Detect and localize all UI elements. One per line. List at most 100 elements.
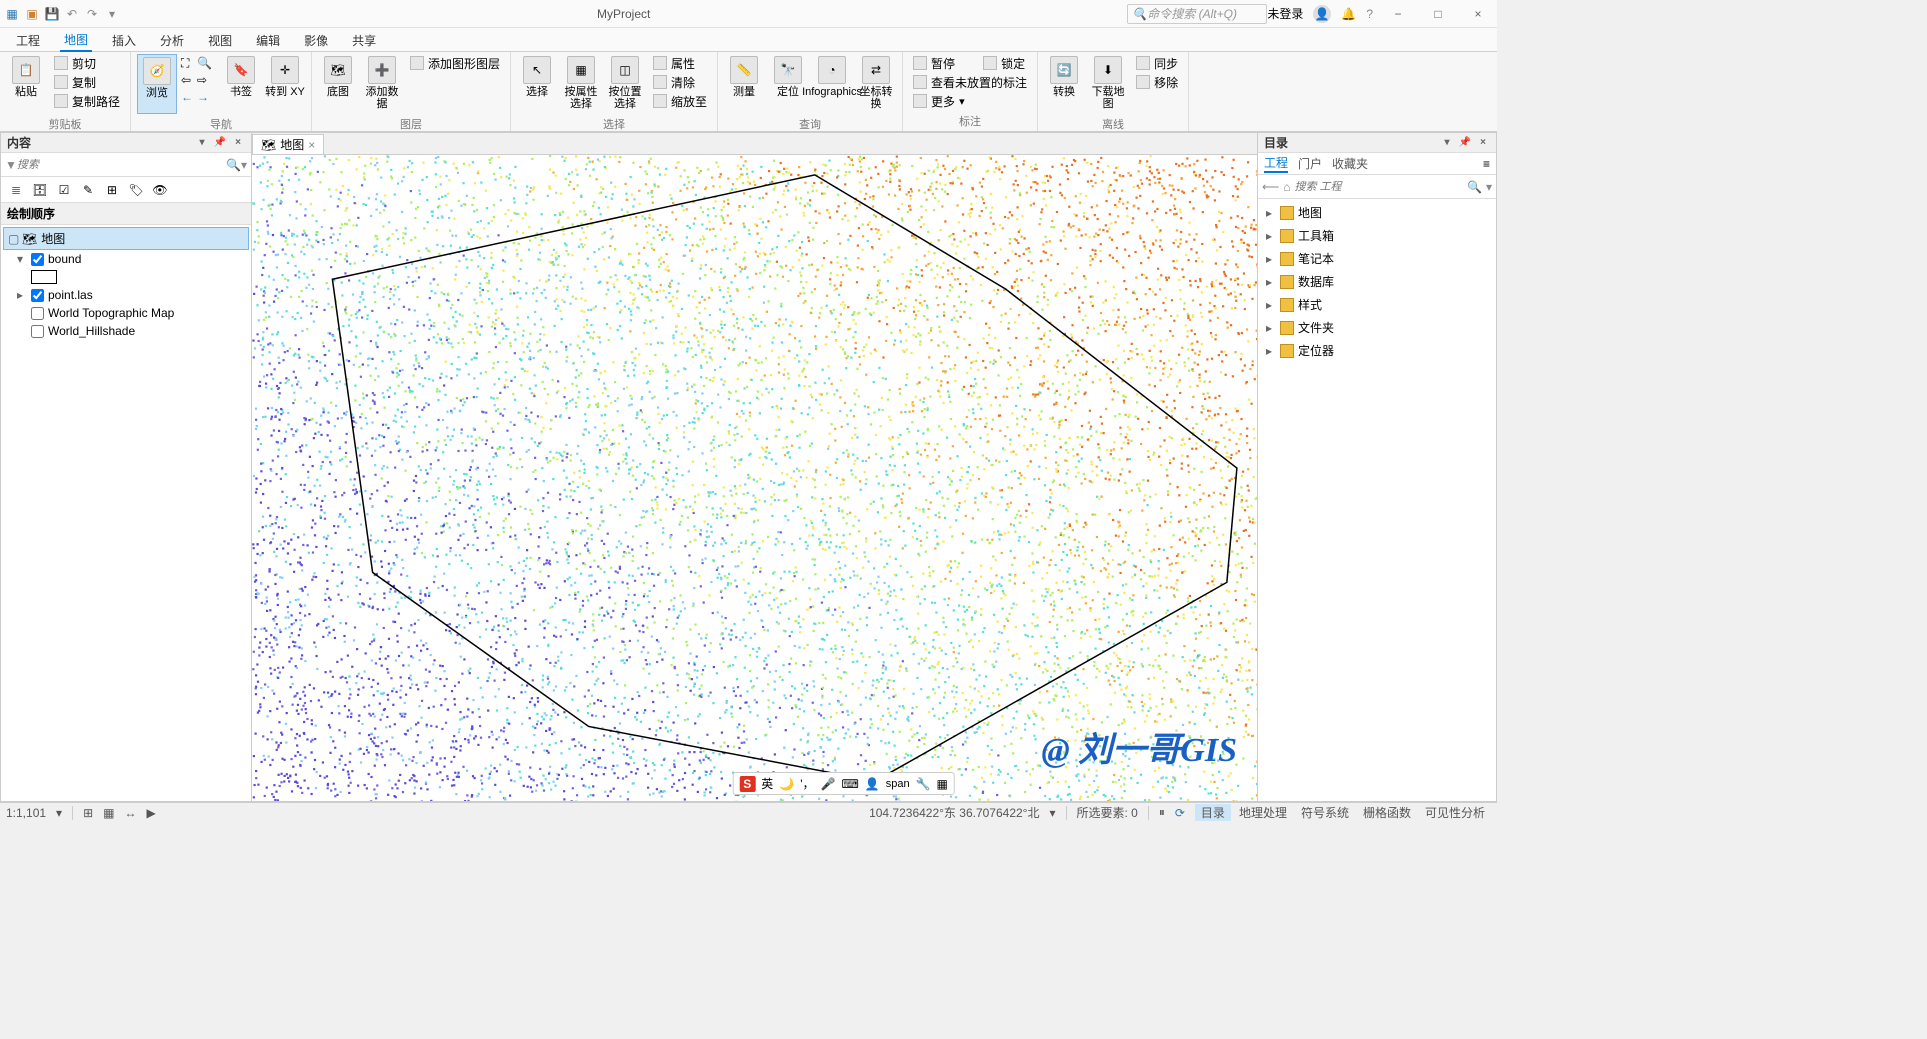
close-tab-icon[interactable]: × (308, 138, 315, 152)
status-tab-3[interactable]: 栅格函数 (1357, 804, 1417, 821)
grid-icon[interactable]: ▦ (103, 806, 114, 820)
status-tab-2[interactable]: 符号系统 (1295, 804, 1355, 821)
copy-path-button[interactable]: 复制路径 (50, 92, 124, 110)
nav-back-icon[interactable]: ⟵ (1262, 180, 1279, 194)
ribbon-tab-3[interactable]: 分析 (156, 28, 188, 52)
catalog-search[interactable]: ⟵ ⌂ 🔍 ▾ (1258, 175, 1496, 199)
measure-button[interactable]: 📏测量 (724, 54, 764, 114)
ribbon-tab-5[interactable]: 编辑 (252, 28, 284, 52)
list-by-labeling-icon[interactable]: 🏷 (127, 181, 145, 199)
attributes-button[interactable]: 属性 (649, 54, 711, 72)
ime-moon-icon[interactable]: 🌙 (779, 777, 794, 791)
zoom-to-button[interactable]: 缩放至 (649, 92, 711, 110)
catalog-tab-0[interactable]: 工程 (1264, 154, 1288, 173)
ime-user-icon[interactable]: 👤 (865, 777, 880, 791)
minimize-button[interactable]: − (1383, 4, 1413, 24)
catalog-item[interactable]: ▸地图 (1260, 201, 1494, 224)
catalog-item[interactable]: ▸文件夹 (1260, 316, 1494, 339)
catalog-tab-2[interactable]: 收藏夹 (1332, 155, 1368, 172)
next-extent-icon[interactable]: ⇨ (197, 73, 211, 87)
pane-pin-icon[interactable]: 📌 (213, 136, 227, 150)
basemap-button[interactable]: 🗺底图 (318, 54, 358, 114)
ime-bar[interactable]: S 英 🌙 '， 🎤 ⌨ 👤 span 🔧 ▦ (732, 772, 955, 795)
catalog-tab-1[interactable]: 门户 (1298, 155, 1322, 172)
cut-button[interactable]: 剪切 (50, 54, 124, 72)
undo-icon[interactable]: ↶ (64, 6, 80, 22)
search-icon[interactable]: 🔍 (1467, 180, 1482, 194)
redo-icon[interactable]: ↷ (84, 6, 100, 22)
catalog-item[interactable]: ▸数据库 (1260, 270, 1494, 293)
catalog-item[interactable]: ▸工具箱 (1260, 224, 1494, 247)
expand-icon[interactable]: ▸ (1266, 321, 1276, 335)
scale-label[interactable]: 1:1,101 (6, 806, 46, 820)
status-tab-0[interactable]: 目录 (1195, 804, 1231, 821)
catalog-close-icon[interactable]: × (1476, 136, 1490, 150)
scale-dropdown-icon[interactable]: ▾ (56, 806, 62, 820)
nav-back-icon[interactable]: ← (181, 90, 195, 104)
list-by-selection-icon[interactable]: ☑ (55, 181, 73, 199)
goto-xy-button[interactable]: ✛转到 XY (265, 54, 305, 114)
explore-button[interactable]: 🧭浏览 (137, 54, 177, 114)
ime-tool-icon[interactable]: 🔧 (916, 777, 931, 791)
sync-button[interactable]: 同步 (1132, 54, 1182, 72)
expand-icon[interactable]: ▸ (1266, 229, 1276, 243)
select-button[interactable]: ↖选择 (517, 54, 557, 114)
paste-button[interactable]: 📋粘贴 (6, 54, 46, 114)
pause-drawing-icon[interactable]: ⏸ (1159, 805, 1165, 820)
coords-label[interactable]: 104.7236422°东 36.7076422°北 (869, 804, 1039, 821)
bookmarks-button[interactable]: 🔖书签 (221, 54, 261, 114)
download-map-button[interactable]: ⬇下载地图 (1088, 54, 1128, 114)
map-canvas[interactable]: @ 刘一哥GIS S 英 🌙 '， 🎤 ⌨ 👤 span 🔧 ▦ (252, 155, 1257, 801)
layer-item[interactable]: World Topographic Map (3, 304, 249, 322)
copy-button[interactable]: 复制 (50, 73, 124, 91)
constraints-icon[interactable]: ▶ (146, 806, 155, 820)
ribbon-tab-1[interactable]: 地图 (60, 28, 92, 52)
layer-item[interactable]: ▸ point.las (3, 286, 249, 304)
remove-button[interactable]: 移除 (1132, 73, 1182, 91)
fixed-zoom-in-icon[interactable]: 🔍 (197, 56, 211, 70)
filter-icon[interactable]: ▼ (5, 158, 17, 172)
qat-dropdown-icon[interactable]: ▾ (104, 6, 120, 22)
home-icon[interactable]: ⌂ (1283, 180, 1290, 194)
list-by-editing-icon[interactable]: ✎ (79, 181, 97, 199)
infographics-button[interactable]: ◔Infographics (812, 54, 852, 114)
list-by-perspective-icon[interactable]: 👁 (151, 181, 169, 199)
more-labeling-button[interactable]: 更多 ▾ (909, 92, 1031, 110)
ime-grid-icon[interactable]: ▦ (937, 777, 948, 791)
clear-selection-button[interactable]: 清除 (649, 73, 711, 91)
catalog-item[interactable]: ▸样式 (1260, 293, 1494, 316)
expand-icon[interactable]: ▸ (17, 288, 27, 302)
catalog-dropdown-icon[interactable]: ▾ (1440, 136, 1454, 150)
status-tab-4[interactable]: 可见性分析 (1419, 804, 1491, 821)
catalog-search-input[interactable] (1294, 181, 1463, 193)
map-node[interactable]: ▢ 🗺 地图 (3, 227, 249, 250)
new-project-icon[interactable]: ▦ (4, 6, 20, 22)
contents-search[interactable]: ▼ 🔍 ▾ (1, 153, 251, 177)
layer-checkbox[interactable] (31, 253, 44, 266)
save-icon[interactable]: 💾 (44, 6, 60, 22)
expand-icon[interactable]: ▸ (1266, 252, 1276, 266)
pause-button[interactable]: 暂停锁定 (909, 54, 1031, 72)
convert-button[interactable]: 🔄转换 (1044, 54, 1084, 114)
expand-icon[interactable]: ▸ (1266, 298, 1276, 312)
expand-icon[interactable]: ▾ (17, 252, 27, 266)
search-dropdown-icon[interactable]: ▾ (1486, 180, 1492, 194)
catalog-item[interactable]: ▸定位器 (1260, 339, 1494, 362)
layer-checkbox[interactable] (31, 289, 44, 302)
dynamic-icon[interactable]: ↔ (124, 806, 136, 820)
layer-checkbox[interactable] (31, 325, 44, 338)
ribbon-tab-7[interactable]: 共享 (348, 28, 380, 52)
search-dropdown-icon[interactable]: ▾ (241, 158, 247, 172)
expand-icon[interactable]: ▸ (1266, 275, 1276, 289)
add-graphics-button[interactable]: 添加图形图层 (406, 54, 504, 72)
pane-close-icon[interactable]: × (231, 136, 245, 150)
add-data-button[interactable]: ➕添加数据 (362, 54, 402, 114)
catalog-menu-icon[interactable]: ≡ (1483, 157, 1490, 171)
search-icon[interactable]: 🔍 (226, 158, 241, 172)
ribbon-tab-4[interactable]: 视图 (204, 28, 236, 52)
list-by-snapping-icon[interactable]: ⊞ (103, 181, 121, 199)
ribbon-tab-0[interactable]: 工程 (12, 28, 44, 52)
layer-item[interactable]: ▾ bound (3, 250, 249, 268)
snap-icon[interactable]: ⊞ (83, 806, 93, 820)
command-search[interactable]: 🔍 命令搜索 (Alt+Q) (1127, 4, 1267, 24)
